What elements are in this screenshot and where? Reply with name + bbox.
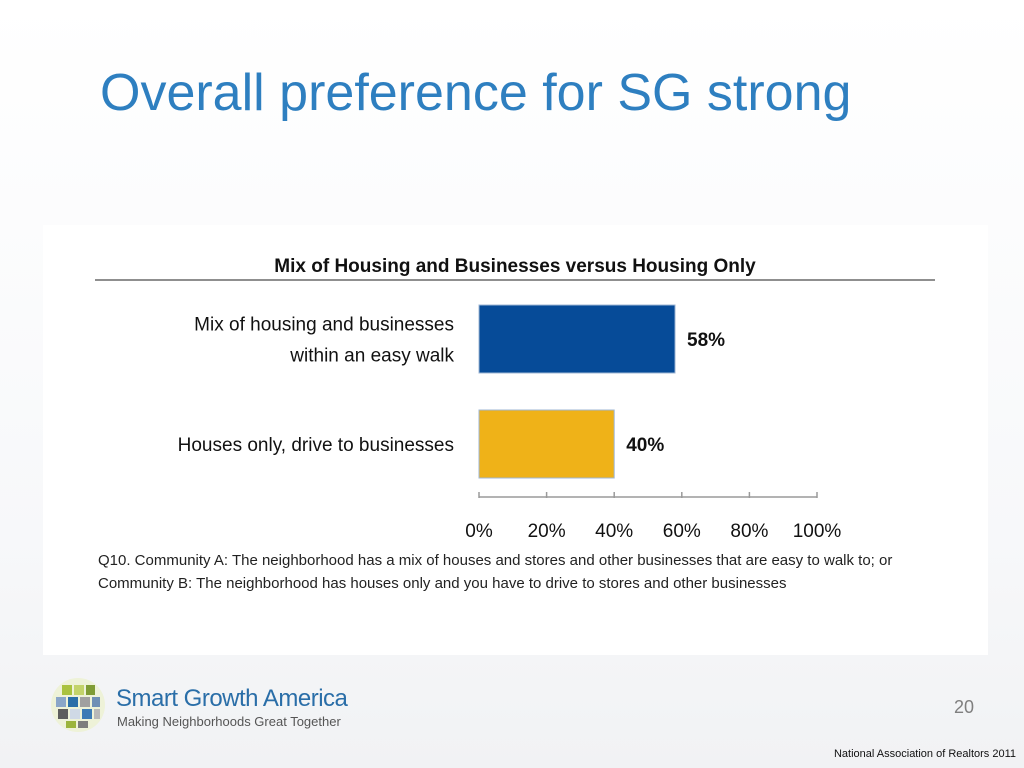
x-tick-label-20: 20% (528, 521, 566, 542)
sga-grid-logo-icon (51, 678, 105, 732)
x-axis: 0% 20% 40% 60% 80% 100% (465, 492, 841, 542)
value-label-2: 40% (626, 435, 664, 456)
source-note: National Association of Realtors 2011 (833, 748, 1016, 760)
bar-2 (478, 409, 615, 479)
category-label-1: Mix of housing and businesses within an e… (194, 315, 454, 367)
category-label-2: Houses only, drive to businesses (178, 435, 454, 456)
logo-name: Smart Growth America (116, 685, 348, 712)
bar-1 (478, 304, 676, 374)
logo-tagline: Making Neighborhoods Great Together (117, 714, 341, 729)
x-tick-label-80: 80% (730, 521, 768, 542)
x-tick-label-60: 60% (663, 521, 701, 542)
x-tick-label-100: 100% (793, 521, 842, 542)
chart-title: Mix of Housing and Businesses versus Hou… (274, 256, 756, 277)
chart-footnote: Q10. Community A: The neighborhood has a… (98, 552, 893, 592)
value-label-1: 58% (687, 330, 725, 351)
bars-layer: 58% Mix of housing and businesses within a… (178, 304, 725, 479)
bar-chart: Mix of Housing and Businesses versus Hou… (95, 256, 935, 542)
chart-panel: Mix of Housing and Businesses versus Hou… (43, 225, 988, 655)
x-tick-label-0: 0% (465, 521, 493, 542)
smart-growth-america-logo: Smart Growth America Making Neighborhood… (50, 677, 380, 737)
page-number: 20 (953, 697, 974, 717)
slide-title: Overall preference for SG strong (100, 64, 852, 122)
x-tick-label-40: 40% (595, 521, 633, 542)
